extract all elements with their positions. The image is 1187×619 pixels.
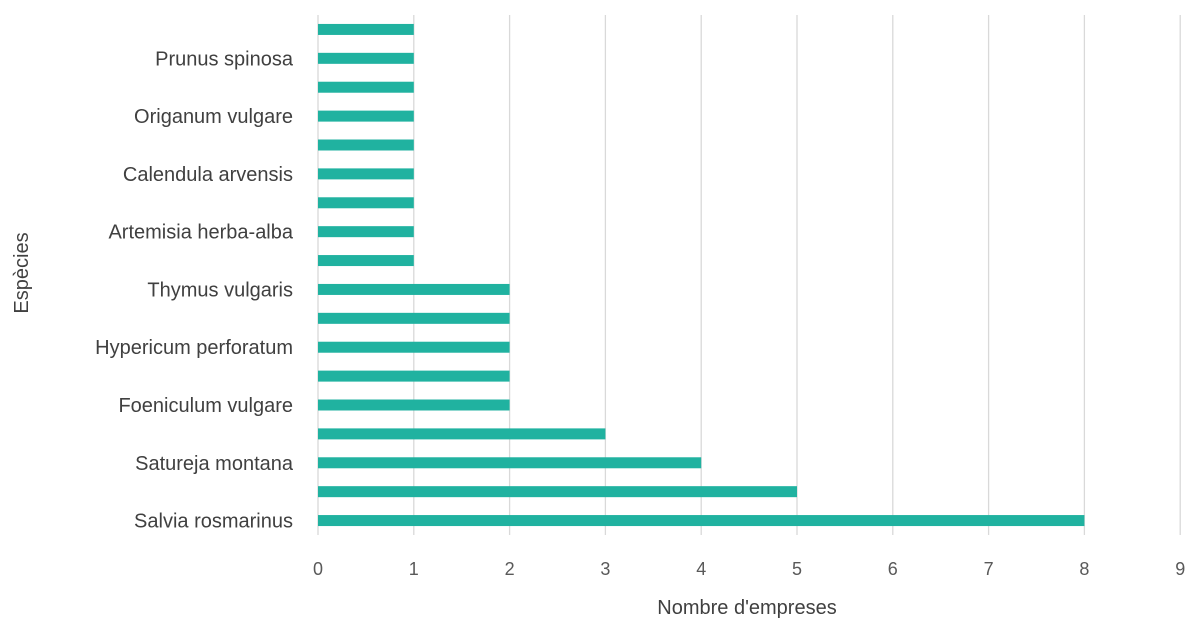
- x-axis-title: Nombre d'empreses: [657, 597, 836, 619]
- category-labels: Salvia rosmarinus Satureja montana Foenicu…: [95, 48, 294, 532]
- category-label-12: Calendula arvensis: [123, 164, 293, 186]
- category-label-10: Artemisia herba-alba: [108, 222, 293, 244]
- gridlines: [317, 15, 1181, 535]
- bar-4: [318, 399, 510, 411]
- bar-12: [318, 168, 414, 180]
- bars: [318, 23, 1085, 527]
- bar-14: [318, 110, 414, 122]
- category-label-2: Satureja montana: [135, 453, 294, 475]
- bar-13: [318, 139, 414, 151]
- x-tick-label-7: 7: [984, 559, 994, 579]
- category-label-4: Foeniculum vulgare: [118, 395, 293, 417]
- x-tick-label-8: 8: [1079, 559, 1089, 579]
- category-label-0: Salvia rosmarinus: [134, 511, 293, 533]
- x-tick-label-4: 4: [696, 559, 706, 579]
- x-tick-label-6: 6: [888, 559, 898, 579]
- bar-8: [318, 283, 510, 295]
- bar-5: [318, 370, 510, 382]
- x-tick-label-1: 1: [409, 559, 419, 579]
- y-axis-title: Espècies: [11, 232, 33, 313]
- bar-17: [318, 23, 414, 35]
- bar-2: [318, 457, 702, 469]
- bar-15: [318, 81, 414, 93]
- x-tick-labels: 0 1 2 3 4 5 6 7 8 9: [313, 559, 1185, 579]
- x-tick-label-0: 0: [313, 559, 323, 579]
- category-label-16: Prunus spinosa: [155, 48, 294, 70]
- bar-10: [318, 226, 414, 238]
- x-tick-label-3: 3: [600, 559, 610, 579]
- bar-6: [318, 341, 510, 353]
- category-label-6: Hypericum perforatum: [95, 337, 293, 359]
- category-label-14: Origanum vulgare: [134, 106, 293, 128]
- x-tick-label-2: 2: [505, 559, 515, 579]
- bar-7: [318, 312, 510, 324]
- bar-1: [318, 486, 797, 498]
- x-tick-label-5: 5: [792, 559, 802, 579]
- bar-9: [318, 255, 414, 267]
- bar-3: [318, 428, 606, 440]
- bar-16: [318, 52, 414, 64]
- bar-0: [318, 515, 1085, 527]
- bar-11: [318, 197, 414, 209]
- category-label-8: Thymus vulgaris: [147, 279, 293, 301]
- x-tick-label-9: 9: [1175, 559, 1185, 579]
